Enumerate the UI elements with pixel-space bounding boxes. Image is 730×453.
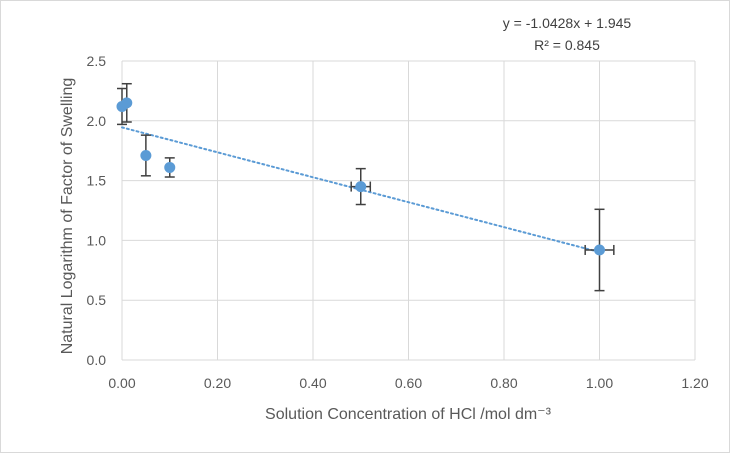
trendline-r-squared: R² = 0.845	[534, 37, 600, 53]
y-tick-label: 1.0	[87, 232, 107, 248]
y-axis-title: Natural Logarithm of Factor of Swelling	[59, 78, 76, 355]
data-points	[116, 97, 605, 256]
x-tick-label: 0.00	[108, 375, 135, 391]
gridlines	[121, 60, 696, 361]
x-tick-label: 0.40	[299, 375, 326, 391]
x-axis-title: Solution Concentration of HCl /mol dm⁻³	[265, 406, 552, 423]
tick-labels: 0.00 0.20 0.40 0.60 0.80 1.00 1.20 0.0 0.5 1.0 1.5…	[87, 53, 709, 391]
data-point	[594, 244, 605, 256]
y-tick-label: 2.0	[87, 113, 107, 129]
data-point	[121, 97, 133, 109]
x-tick-label: 0.80	[490, 375, 517, 391]
trendline-equation: y = -1.0428x + 1.945	[503, 15, 632, 31]
data-point	[355, 181, 367, 193]
data-point	[164, 161, 176, 173]
x-tick-label: 1.20	[681, 375, 708, 391]
y-tick-label: 1.5	[87, 173, 107, 189]
y-tick-label: 0.0	[87, 352, 107, 368]
x-tick-label: 0.20	[204, 375, 231, 391]
x-tick-label: 1.00	[586, 375, 613, 391]
y-tick-label: 2.5	[87, 53, 107, 69]
x-tick-label: 0.60	[395, 375, 422, 391]
data-point	[140, 149, 152, 161]
y-tick-label: 0.5	[87, 292, 107, 308]
